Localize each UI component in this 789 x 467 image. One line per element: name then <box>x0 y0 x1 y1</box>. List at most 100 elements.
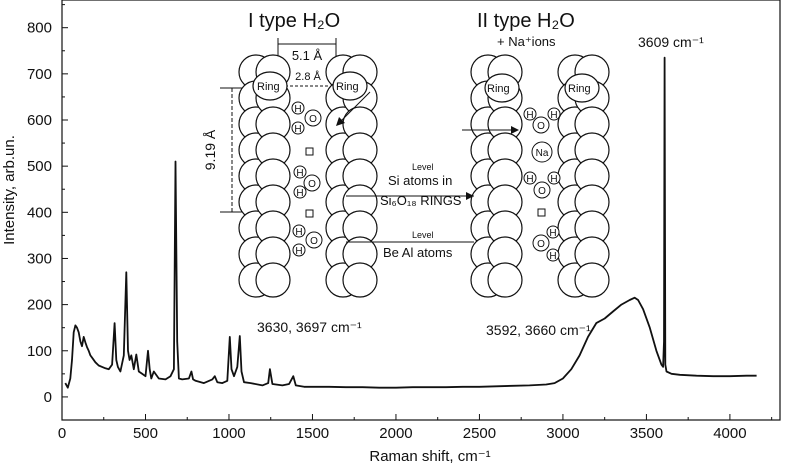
y-tick-label: 100 <box>27 343 52 360</box>
si-level-arrowhead <box>466 192 474 200</box>
type1-title: I type H₂O <box>248 10 340 32</box>
y-tick-label: 600 <box>27 112 52 129</box>
cavity-marker <box>305 209 314 218</box>
hydrogen-label: H <box>549 251 556 262</box>
plot-frame <box>61 0 781 421</box>
hydrogen-atom <box>293 185 307 199</box>
y-tick-label: 800 <box>27 20 52 37</box>
hydrogen-atom <box>523 171 537 185</box>
oxygen-atom <box>533 181 551 199</box>
hydrogen-atom <box>291 101 305 115</box>
type2-title: II type H₂O <box>477 10 575 32</box>
hydrogen-atom <box>546 248 560 262</box>
hydrogen-atom <box>523 107 537 121</box>
x-tick-label: 2500 <box>463 425 496 442</box>
y-tick-label: 0 <box>44 389 52 406</box>
cavity-marker <box>537 208 546 217</box>
series-layer <box>64 56 757 389</box>
hydrogen-atom <box>547 171 561 185</box>
x-tick-label: 0 <box>58 425 66 442</box>
framework-atom <box>487 262 523 298</box>
hydrogen-atom <box>292 243 306 257</box>
oxygen-label: O <box>538 186 546 197</box>
y-tick-label: 500 <box>27 158 52 175</box>
level-label-si: Level <box>412 162 434 172</box>
x-tick-label: 500 <box>133 425 158 442</box>
dist-919-label: 9.19 Å <box>202 129 218 170</box>
x-axis-title: Raman shift, cm⁻¹ <box>369 448 490 465</box>
ring-atom <box>332 71 368 101</box>
y-tick-label: 400 <box>27 204 52 221</box>
oxygen-atom <box>305 231 323 249</box>
framework-atom <box>342 262 378 298</box>
oxygen-label: O <box>309 114 317 125</box>
hydrogen-atom <box>547 107 561 121</box>
framework-atom <box>574 262 610 298</box>
x-tick-label: 2000 <box>379 425 412 442</box>
cavity-marker <box>305 147 314 156</box>
type2-frequencies: 3592, 3660 cm⁻¹ <box>486 322 591 338</box>
hydrogen-label: H <box>526 110 533 121</box>
water-molecule: OH H <box>523 107 561 134</box>
hydrogen-label: H <box>294 104 301 115</box>
dist-28-label: 2.8 Å <box>295 70 321 83</box>
hydrogen-label: H <box>550 174 557 185</box>
oxygen-label: O <box>310 236 318 247</box>
hydrogen-atom <box>292 224 306 238</box>
be-al-label: Be Al atoms <box>383 245 453 260</box>
oxygen-atom <box>304 109 322 127</box>
hydrogen-atom <box>546 225 560 239</box>
si6o18-label: Si₆O₁₈ RINGS <box>380 193 462 208</box>
oxygen-label: O <box>537 239 545 250</box>
x-tick-label: 3000 <box>546 425 579 442</box>
type1-arrow <box>339 91 371 123</box>
oxygen-label: O <box>308 179 316 190</box>
dist-51-label: 5.1 Å <box>292 48 323 63</box>
x-tick-label: 3500 <box>630 425 663 442</box>
y-tick-label: 300 <box>27 250 52 267</box>
hydrogen-atom <box>291 121 305 135</box>
level-label-beal: Level <box>412 230 434 240</box>
sodium-label: Na <box>536 148 549 159</box>
y-tick-label: 700 <box>27 66 52 83</box>
water-molecule: OH H <box>523 171 561 199</box>
axis-ticks: 0 500 1000 1500 2000 2500 3000 3500 4000 0 100 200 3… <box>27 4 773 442</box>
ring-label: Ring <box>336 81 359 93</box>
x-tick-label: 1500 <box>296 425 329 442</box>
hydrogen-atom <box>293 165 307 179</box>
hydrogen-label: H <box>294 124 301 135</box>
hydrogen-label: H <box>550 110 557 121</box>
si-atoms-label: Si atoms in <box>388 173 452 188</box>
spectrum-line <box>64 56 757 389</box>
x-tick-label: 1000 <box>212 425 245 442</box>
peak-3609-label: 3609 cm⁻¹ <box>638 34 704 50</box>
type1-framework <box>238 54 378 298</box>
type2-subtitle: + Na⁺ions <box>497 34 556 49</box>
water-molecule: OH H <box>532 225 560 262</box>
ring-label: Ring <box>257 81 280 93</box>
y-tick-label: 200 <box>27 297 52 314</box>
hydrogen-label: H <box>295 227 302 238</box>
hydrogen-label: H <box>549 228 556 239</box>
hydrogen-label: H <box>295 246 302 257</box>
hydrogen-label: H <box>296 168 303 179</box>
sodium-ion <box>531 141 553 163</box>
ring-atom <box>252 71 288 101</box>
oxygen-label: O <box>537 121 545 132</box>
ring-atom <box>484 73 520 103</box>
oxygen-atom <box>532 116 550 134</box>
y-axis-title: Intensity, arb.un. <box>1 135 18 245</box>
type1-arrowhead <box>336 117 345 126</box>
water-molecule: OHH <box>292 224 323 257</box>
oxygen-atom <box>303 174 321 192</box>
level-labels: Level Si atoms in Si₆O₁₈ RINGS Level Be … <box>336 91 519 260</box>
water-molecule: OHH <box>293 165 321 199</box>
hydrogen-label: H <box>526 174 533 185</box>
ring-atom <box>564 73 600 103</box>
type2-framework <box>470 54 610 298</box>
oxygen-atom <box>532 234 550 252</box>
